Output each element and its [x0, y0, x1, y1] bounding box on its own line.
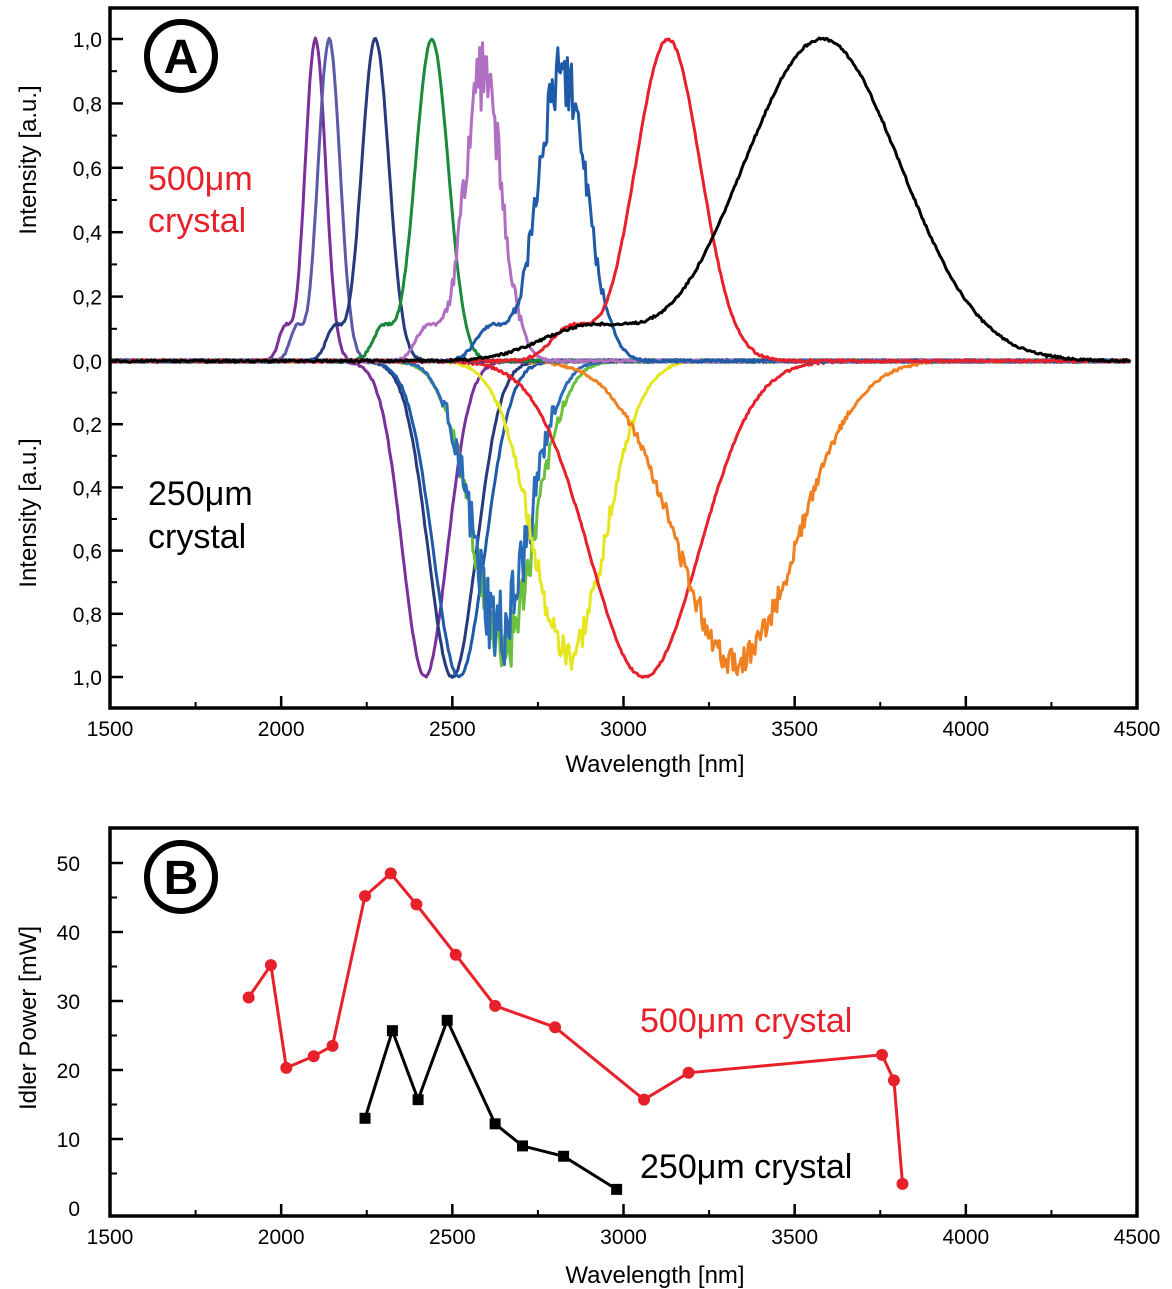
- panel-b: 1500 2000 2500 3000 3500 4000 450001020304050 …: [15, 826, 1161, 1289]
- panel-b-x-tick-label: 2500: [429, 1226, 476, 1249]
- panel-b-y-tick-label: 20: [57, 1060, 80, 1083]
- panel-b-point: [875, 1048, 888, 1061]
- panel-a-top-annotation-line1: 500μm: [148, 160, 253, 198]
- panel-a-top-y-tick-label: 0,8: [73, 93, 102, 116]
- panel-a-frame: [108, 6, 1139, 710]
- panel-a-bottom-y-tick-label: 0,4: [73, 477, 103, 500]
- panel-a-x-tick-label: 1500: [87, 718, 134, 741]
- panel-b-y-tick-label: 0: [68, 1198, 80, 1221]
- panel-b-y-tick-label: 50: [57, 853, 80, 876]
- panel-b-point: [489, 999, 502, 1012]
- panel-b-x-tick-label: 2000: [258, 1226, 305, 1249]
- panel-a-bottom-y-tick-label: 0,6: [73, 541, 102, 564]
- panel-a-label-badge: A: [144, 19, 218, 93]
- panel-b-x-tick-label: 4000: [942, 1226, 989, 1249]
- panel-b-point: [386, 1025, 398, 1037]
- panel-a-top-y-tick-label: 0,0: [73, 351, 102, 374]
- panel-a-bottom-series-4: [108, 358, 1131, 667]
- panel-b-label-badge: B: [144, 840, 218, 914]
- panel-a-x-tick-label: 3000: [600, 718, 647, 741]
- panel-a-xlabel: Wavelength [nm]: [565, 751, 744, 778]
- panel-b-series-line-0: [247, 871, 904, 1184]
- panel-a-series: [108, 36, 1132, 679]
- panel-a-bottom-series-3: [109, 358, 1131, 668]
- panel-a-ticks: 1500 2000 2500 3000 3500 4000 4500 0,0 0,2 0,4 0,6…: [73, 29, 1161, 741]
- panel-a-bottom-annotation-line2: crystal: [148, 518, 246, 556]
- panel-b-point: [489, 1118, 501, 1130]
- panel-a-x-tick-label: 3500: [771, 718, 818, 741]
- panel-b-point: [887, 1074, 900, 1087]
- panel-a-bottom-y-tick-label: 0,8: [73, 604, 102, 627]
- panel-b-point: [307, 1050, 320, 1063]
- panel-a-bottom-series-5: [109, 358, 1132, 671]
- panel-b-point: [449, 948, 462, 961]
- panel-a-bottom-ylabel: Intensity [a.u.]: [15, 438, 42, 587]
- panel-b-point: [549, 1021, 562, 1034]
- panel-b-series-line-1: [363, 1016, 618, 1191]
- panel-a-x-tick-label: 4500: [1114, 718, 1161, 741]
- panel-b-point: [410, 898, 423, 911]
- panel-b-point: [242, 991, 255, 1004]
- panel-a-bottom-series-7: [109, 358, 1132, 677]
- panel-a-top-y-tick-label: 0,4: [73, 222, 103, 245]
- panel-a-top-y-tick-label: 0,2: [73, 287, 102, 310]
- panel-a-x-tick-label: 2500: [429, 718, 476, 741]
- panel-a-top-y-tick-label: 0,6: [73, 158, 102, 181]
- panel-b-label: B: [164, 852, 199, 905]
- panel-b-point: [682, 1066, 695, 1079]
- panel-b-point: [359, 890, 372, 903]
- panel-b-x-tick-label: 3000: [600, 1226, 647, 1249]
- panel-b-xlabel: Wavelength [nm]: [565, 1262, 744, 1289]
- panel-b-frame: [108, 826, 1139, 1218]
- panel-a-bottom-annotation-line1: 250μm: [148, 475, 253, 513]
- panel-b-ylabel: Idler Power [mW]: [15, 926, 42, 1110]
- panel-b-series-label-500: 500μm crystal: [640, 1002, 852, 1040]
- panel-b-point: [896, 1177, 909, 1190]
- panel-b-point: [326, 1039, 339, 1052]
- panel-b-point: [412, 1094, 424, 1106]
- panel-b-series-label-250: 250μm crystal: [640, 1148, 852, 1186]
- panel-b-y-tick-label: 30: [57, 991, 80, 1014]
- panel-a-bottom-y-tick-label: 0,2: [73, 414, 102, 437]
- panel-b-point: [264, 959, 277, 972]
- panel-b-point: [384, 867, 397, 880]
- panel-b-ticks: 1500 2000 2500 3000 3500 4000 4500 0 10 20 30 40 50: [57, 853, 1161, 1249]
- panel-a-x-tick-label: 2000: [258, 718, 305, 741]
- panel-b-point: [441, 1014, 453, 1026]
- panel-a-top-series-7: [109, 36, 1131, 364]
- panel-a-top-ylabel: Intensity [a.u.]: [15, 85, 42, 234]
- panel-b-x-tick-label: 3500: [771, 1226, 818, 1249]
- panel-a-top-annotation-line2: crystal: [148, 202, 246, 240]
- panel-b-point: [558, 1150, 570, 1162]
- panel-b-badge-circle: [144, 840, 218, 914]
- panel-b-point: [638, 1093, 651, 1106]
- panel-b-point: [280, 1061, 293, 1074]
- panel-a-x-tick-label: 4000: [942, 718, 989, 741]
- panel-a-bottom-y-tick-label: 1,0: [73, 667, 102, 690]
- panel-b-x-tick-label: 4500: [1114, 1226, 1161, 1249]
- panel-b-y-tick-label: 40: [57, 922, 80, 945]
- panel-b-point: [517, 1140, 529, 1152]
- panel-b-y-tick-label: 10: [57, 1129, 80, 1152]
- panel-a-top-y-tick-label: 1,0: [73, 29, 102, 52]
- panel-a: 1500 2000 2500 3000 3500 4000 4500 0,0 0,2 0,4 0,6…: [15, 6, 1161, 778]
- panel-b-point: [359, 1112, 371, 1124]
- panel-b-point: [611, 1183, 623, 1195]
- panel-a-label: A: [164, 31, 199, 84]
- panel-b-x-tick-label: 1500: [87, 1226, 134, 1249]
- panel-b-series: [242, 867, 909, 1195]
- panel-a-badge-circle: [144, 19, 218, 93]
